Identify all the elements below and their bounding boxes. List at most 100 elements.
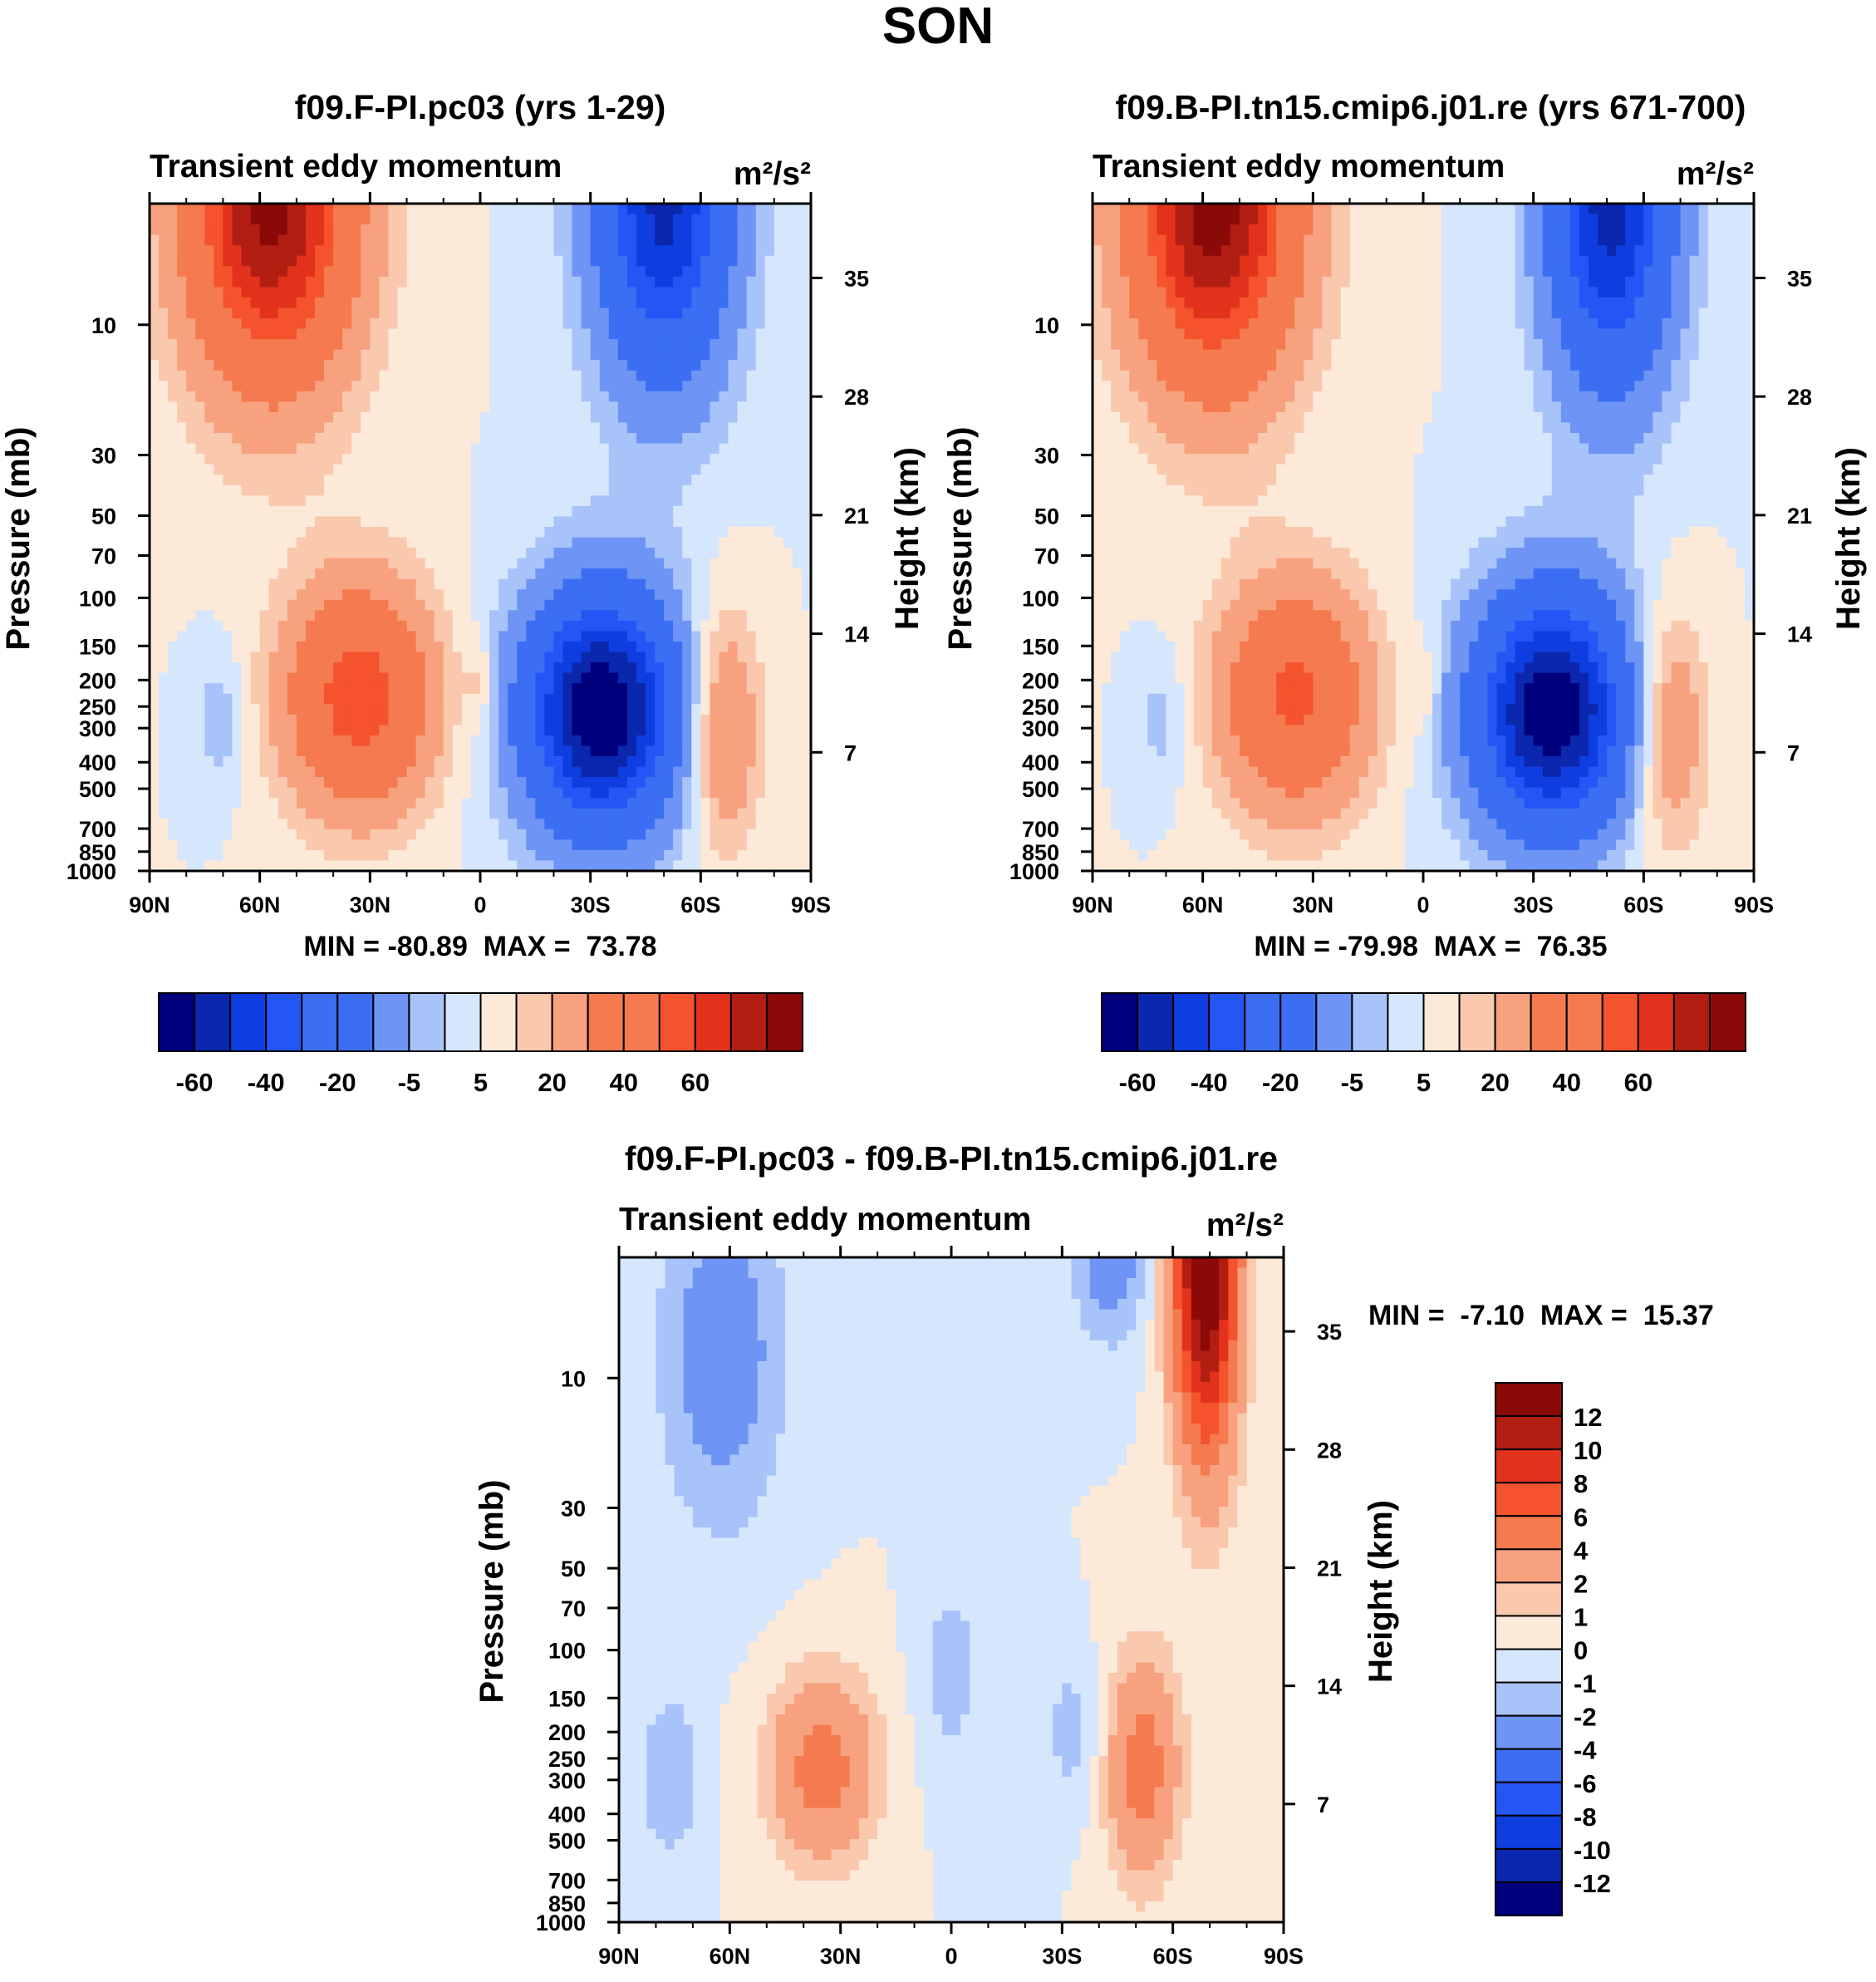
contour-cell	[627, 694, 637, 705]
contour-cell	[351, 422, 361, 433]
contour-cell	[682, 287, 692, 298]
contour-cell	[783, 287, 793, 298]
contour-cell	[774, 704, 784, 715]
contour-cell	[526, 391, 536, 402]
contour-cell	[765, 548, 775, 558]
contour-cell	[646, 495, 656, 506]
contour-cell	[186, 412, 196, 423]
contour-cell	[636, 767, 646, 778]
contour-cell	[600, 444, 610, 455]
contour-cell	[673, 360, 683, 371]
contour-cell	[747, 465, 757, 475]
contour-cell	[453, 360, 463, 371]
contour-cell	[535, 214, 545, 225]
contour-cell	[609, 809, 619, 819]
contour-cell	[480, 777, 490, 788]
contour-cell	[691, 381, 701, 391]
contour-cell	[315, 745, 325, 756]
contour-cell	[407, 558, 417, 569]
contour-cell	[324, 412, 334, 423]
contour-cell	[1102, 204, 1112, 214]
contour-cell	[278, 600, 288, 611]
contour-cell	[462, 329, 472, 340]
contour-cell	[177, 704, 187, 715]
contour-cell	[306, 465, 316, 475]
contour-cell	[315, 329, 325, 340]
contour-cell	[572, 527, 582, 538]
contour-cell	[765, 558, 775, 569]
contour-cell	[416, 538, 426, 548]
colorbar-box	[230, 993, 266, 1051]
contour-cell	[351, 401, 361, 412]
contour-cell	[1350, 224, 1360, 235]
contour-cell	[287, 652, 297, 663]
contour-cell	[700, 235, 710, 246]
contour-cell	[214, 298, 223, 308]
contour-cell	[729, 527, 739, 538]
contour-cell	[526, 568, 536, 579]
contour-cell	[544, 371, 554, 381]
contour-cell	[306, 788, 316, 799]
contour-cell	[1120, 214, 1130, 225]
contour-cell	[535, 819, 545, 829]
contour-cell	[517, 589, 527, 600]
contour-cell	[379, 662, 389, 673]
contour-cell	[710, 412, 719, 423]
contour-cell	[269, 756, 279, 767]
contour-cell	[315, 610, 325, 621]
contour-cell	[278, 579, 288, 590]
contour-cell	[691, 600, 701, 611]
contour-cell	[444, 329, 454, 340]
contour-cell	[783, 621, 793, 632]
contour-cell	[333, 287, 343, 298]
contour-cell	[627, 642, 637, 652]
contour-cell	[435, 756, 444, 767]
contour-cell	[553, 777, 563, 788]
contour-cell	[673, 683, 683, 694]
contour-cell	[462, 652, 472, 663]
contour-cell	[1313, 214, 1323, 225]
contour-cell	[517, 527, 527, 538]
contour-cell	[361, 516, 371, 527]
contour-cell	[168, 642, 178, 652]
contour-cell	[306, 329, 316, 340]
contour-cell	[719, 465, 729, 475]
contour-cell	[1313, 235, 1323, 246]
contour-cell	[214, 339, 223, 350]
contour-cell	[177, 475, 187, 485]
contour-cell	[627, 829, 637, 840]
contour-cell	[480, 287, 490, 298]
contour-cell	[535, 224, 545, 235]
contour-cell	[223, 444, 233, 455]
contour-cell	[563, 610, 573, 621]
contour-cell	[591, 422, 601, 433]
contour-cell	[435, 683, 444, 694]
contour-cell	[269, 589, 279, 600]
contour-cell	[489, 767, 499, 778]
contour-cell	[186, 224, 196, 235]
contour-cell	[453, 245, 463, 256]
contour-cell	[591, 579, 601, 590]
contour-cell	[351, 360, 361, 371]
contour-cell	[1589, 224, 1599, 235]
contour-cell	[572, 662, 582, 673]
contour-cell	[269, 224, 279, 235]
contour-cell	[636, 579, 646, 590]
contour-cell	[591, 631, 601, 642]
contour-cell	[591, 339, 601, 350]
contour-cell	[444, 318, 454, 329]
contour-cell	[747, 516, 757, 527]
contour-cell	[453, 339, 463, 350]
contour-cell	[214, 444, 223, 455]
contour-cell	[627, 495, 637, 506]
contour-cell	[223, 371, 233, 381]
contour-cell	[563, 683, 573, 694]
contour-cell	[655, 329, 665, 340]
contour-cell	[388, 850, 398, 861]
contour-cell	[168, 277, 178, 288]
contour-cell	[691, 652, 701, 663]
contour-cell	[223, 235, 233, 246]
contour-cell	[398, 350, 408, 361]
contour-cell	[425, 475, 435, 485]
contour-cell	[214, 277, 223, 288]
